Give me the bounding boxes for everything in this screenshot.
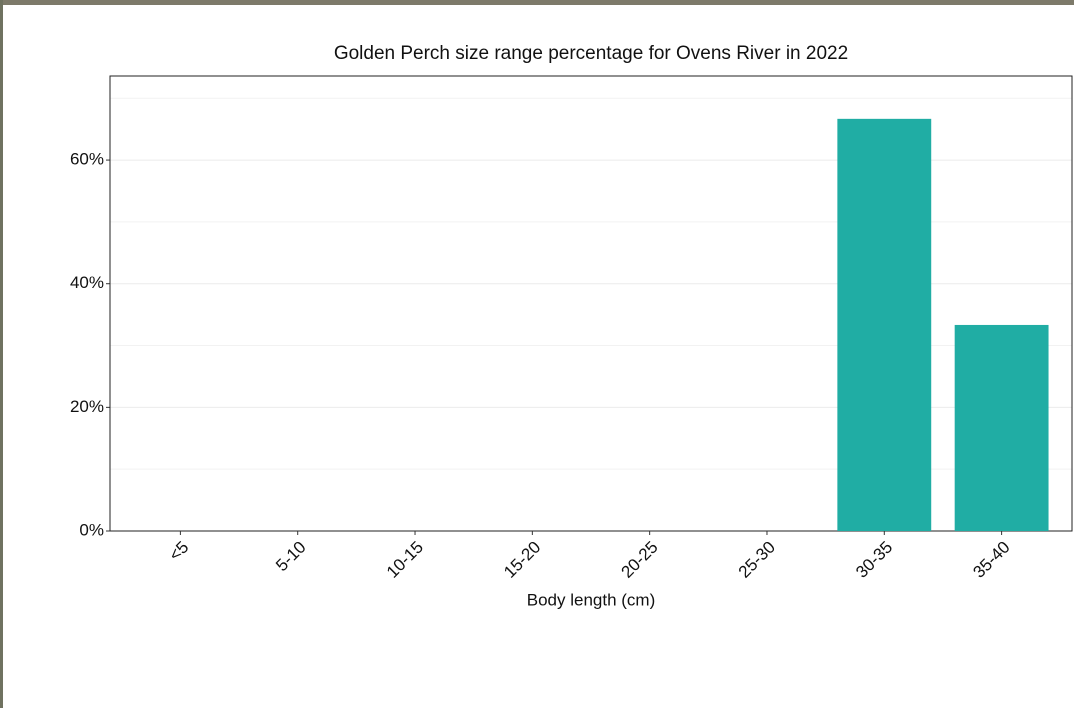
y-tick-label: 0% [79,520,104,539]
x-axis-title: Body length (cm) [527,590,656,609]
bar [954,324,1049,531]
x-tick-label: 5-10 [272,538,309,575]
x-tick-label: 30-35 [852,538,896,582]
x-tick-label: 25-30 [735,538,779,582]
x-tick-label: 10-15 [383,538,427,582]
x-tick-label: 20-25 [617,538,661,582]
x-tick-label: <5 [165,538,192,565]
plot-frame [109,75,1073,532]
x-tick-label: 15-20 [500,538,544,582]
x-tick-label: 35-40 [969,538,1013,582]
y-tick-label: 20% [70,397,104,416]
bar [837,118,932,532]
background-photo-strip [0,0,3,708]
background-photo-strip [0,0,1074,5]
y-tick-label: 40% [70,273,104,292]
y-tick-label: 60% [70,150,104,169]
chart-title: Golden Perch size range percentage for O… [334,43,848,64]
